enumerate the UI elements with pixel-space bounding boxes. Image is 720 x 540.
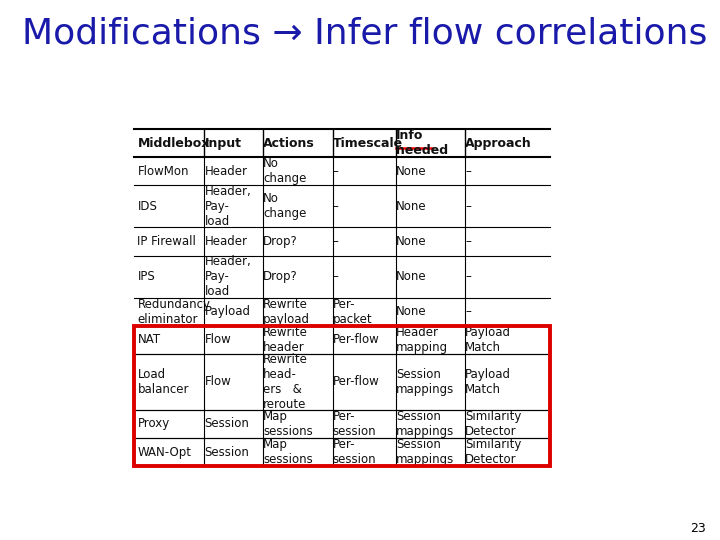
Text: Session: Session — [204, 446, 249, 458]
Text: None: None — [396, 165, 426, 178]
Text: Similarity
Detector: Similarity Detector — [465, 410, 521, 438]
Text: Session
mappings: Session mappings — [396, 438, 454, 466]
Text: Rewrite
head-
ers   &
reroute: Rewrite head- ers & reroute — [263, 353, 308, 411]
Text: Per-
packet: Per- packet — [333, 298, 372, 326]
Text: –: – — [465, 165, 471, 178]
Text: None: None — [396, 235, 426, 248]
Text: None: None — [396, 200, 426, 213]
Text: Per-flow: Per-flow — [333, 333, 379, 346]
Text: NAT: NAT — [138, 333, 161, 346]
Text: Payload
Match: Payload Match — [465, 368, 511, 396]
Text: No
change: No change — [263, 192, 306, 220]
Text: Modifications → Infer flow correlations: Modifications → Infer flow correlations — [22, 16, 707, 50]
Text: No
change: No change — [263, 157, 306, 185]
Text: Rewrite
payload: Rewrite payload — [263, 298, 310, 326]
Text: –: – — [333, 270, 338, 283]
Text: Flow: Flow — [204, 333, 231, 346]
Text: IP Firewall: IP Firewall — [138, 235, 197, 248]
Text: Payload: Payload — [204, 305, 251, 318]
Text: Proxy: Proxy — [138, 417, 170, 430]
Text: Flow: Flow — [204, 375, 231, 388]
Text: –: – — [333, 235, 338, 248]
Text: Per-
session: Per- session — [333, 438, 377, 466]
Text: Input: Input — [204, 137, 241, 150]
Text: Approach: Approach — [465, 137, 532, 150]
Text: None: None — [396, 305, 426, 318]
Text: Middlebox: Middlebox — [138, 137, 210, 150]
Text: IPS: IPS — [138, 270, 156, 283]
Text: Payload
Match: Payload Match — [465, 326, 511, 354]
Text: Load
balancer: Load balancer — [138, 368, 189, 396]
Text: Map
sessions: Map sessions — [263, 438, 312, 466]
Text: Timescale: Timescale — [333, 137, 403, 150]
Text: FlowMon: FlowMon — [138, 165, 189, 178]
Text: Similarity
Detector: Similarity Detector — [465, 438, 521, 466]
Text: Rewrite
header: Rewrite header — [263, 326, 308, 354]
Text: Header: Header — [204, 165, 248, 178]
Text: Header,
Pay-
load: Header, Pay- load — [204, 185, 251, 228]
Text: Header
mapping: Header mapping — [396, 326, 448, 354]
Text: None: None — [396, 270, 426, 283]
Text: –: – — [465, 235, 471, 248]
Text: Header: Header — [204, 235, 248, 248]
Text: 23: 23 — [690, 522, 706, 535]
Text: Session
mappings: Session mappings — [396, 368, 454, 396]
Text: Redundancy
eliminator: Redundancy eliminator — [138, 298, 210, 326]
Text: –: – — [465, 270, 471, 283]
Text: IDS: IDS — [138, 200, 157, 213]
Text: Actions: Actions — [263, 137, 315, 150]
Text: Drop?: Drop? — [263, 270, 298, 283]
Text: –: – — [333, 165, 338, 178]
Text: Drop?: Drop? — [263, 235, 298, 248]
Text: Header,
Pay-
load: Header, Pay- load — [204, 255, 251, 298]
Text: Per-
session: Per- session — [333, 410, 377, 438]
Text: WAN-Opt: WAN-Opt — [138, 446, 192, 458]
Text: –: – — [333, 200, 338, 213]
Text: Session: Session — [204, 417, 249, 430]
Text: Session
mappings: Session mappings — [396, 410, 454, 438]
Text: Map
sessions: Map sessions — [263, 410, 312, 438]
Text: –: – — [465, 200, 471, 213]
Text: Info
needed: Info needed — [396, 129, 448, 157]
Text: –: – — [465, 305, 471, 318]
Text: Per-flow: Per-flow — [333, 375, 379, 388]
